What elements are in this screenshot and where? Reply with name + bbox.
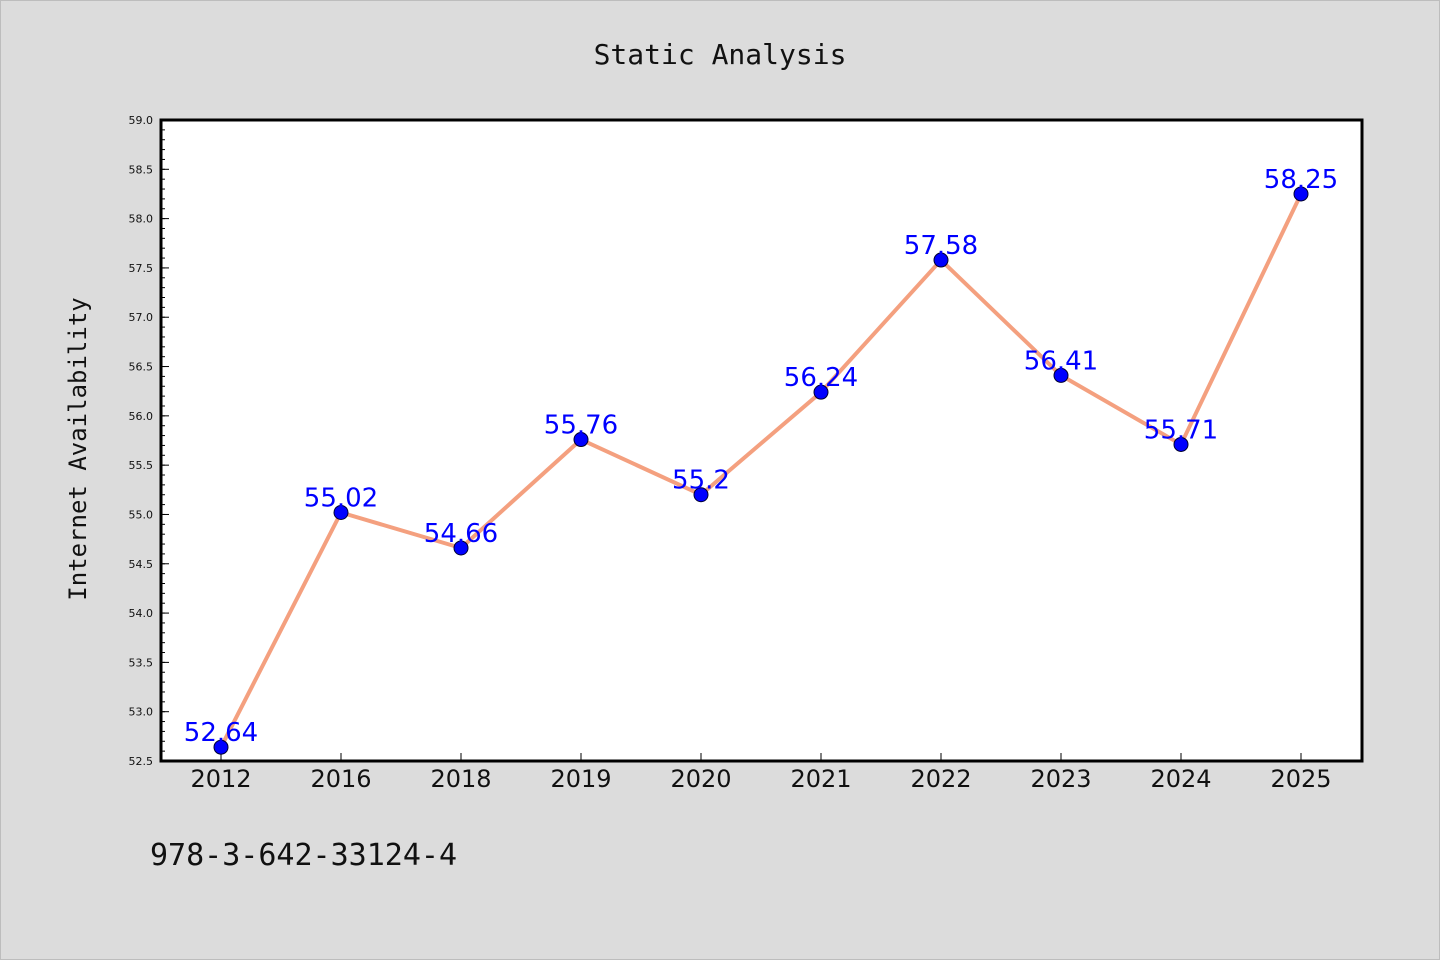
x-tick-label: 2016 — [310, 765, 371, 793]
data-point — [1173, 436, 1189, 452]
y-tick-label: 53.0 — [129, 706, 154, 719]
y-axis-label: Internet Availability — [64, 297, 92, 600]
x-tick-label: 2020 — [670, 765, 731, 793]
y-tick-label: 56.0 — [129, 410, 154, 423]
data-label: 55.76 — [544, 411, 618, 441]
y-tick-label: 57.5 — [129, 262, 154, 275]
data-point — [573, 432, 589, 448]
y-tick-label: 53.5 — [129, 656, 154, 669]
data-label: 56.24 — [784, 363, 858, 393]
y-tick-label: 54.5 — [129, 558, 154, 571]
data-label: 57.58 — [904, 231, 978, 261]
data-label: 58.25 — [1264, 165, 1338, 195]
y-tick-label: 54.0 — [129, 607, 154, 620]
data-label: 56.41 — [1024, 346, 1098, 376]
y-tick-label: 55.0 — [129, 508, 154, 521]
data-label: 52.64 — [184, 718, 258, 748]
x-tick-label: 2022 — [910, 765, 971, 793]
y-tick-label: 57.0 — [129, 311, 154, 324]
y-tick-label: 58.0 — [129, 213, 154, 226]
y-tick-label: 56.5 — [129, 361, 154, 374]
y-tick-label: 59.0 — [129, 114, 154, 127]
x-tick-label: 2025 — [1270, 765, 1331, 793]
x-tick-label: 2012 — [190, 765, 251, 793]
data-label: 55.2 — [672, 466, 730, 496]
data-point — [1293, 186, 1309, 202]
data-point — [933, 252, 949, 268]
y-tick-label: 52.5 — [129, 755, 154, 768]
data-point — [1053, 367, 1069, 383]
x-tick-label: 2023 — [1030, 765, 1091, 793]
isbn-footer: 978-3-642-33124-4 — [150, 838, 457, 873]
data-point — [693, 487, 709, 503]
plot-frame — [159, 118, 1364, 763]
y-tick-label: 55.5 — [129, 459, 154, 472]
x-axis: 2012 2016 2018 2019 2020 2021 2022 2023 2024 2025 — [190, 753, 1332, 793]
x-tick-label: 2018 — [430, 765, 491, 793]
data-point — [213, 739, 229, 755]
data-point — [333, 504, 349, 520]
x-tick-label: 2024 — [1150, 765, 1211, 793]
y-tick-label: 58.5 — [129, 163, 154, 176]
chart-title: Static Analysis — [594, 38, 847, 71]
x-tick-label: 2021 — [790, 765, 851, 793]
x-tick-label: 2019 — [550, 765, 611, 793]
data-point — [453, 540, 469, 556]
data-label: 55.71 — [1144, 415, 1218, 445]
y-axis: 52.5 53.0 53.5 54.0 54.5 55.0 55.5 56.0 56.5 57.0… — [129, 114, 169, 768]
series-layer: 52.64 55.02 54.66 55.76 55.2 56.24 57.58 56.41 5… — [184, 165, 1338, 755]
data-point — [813, 384, 829, 400]
series-line — [219, 193, 1303, 749]
data-label: 55.02 — [304, 483, 378, 513]
data-label: 54.66 — [424, 519, 498, 549]
